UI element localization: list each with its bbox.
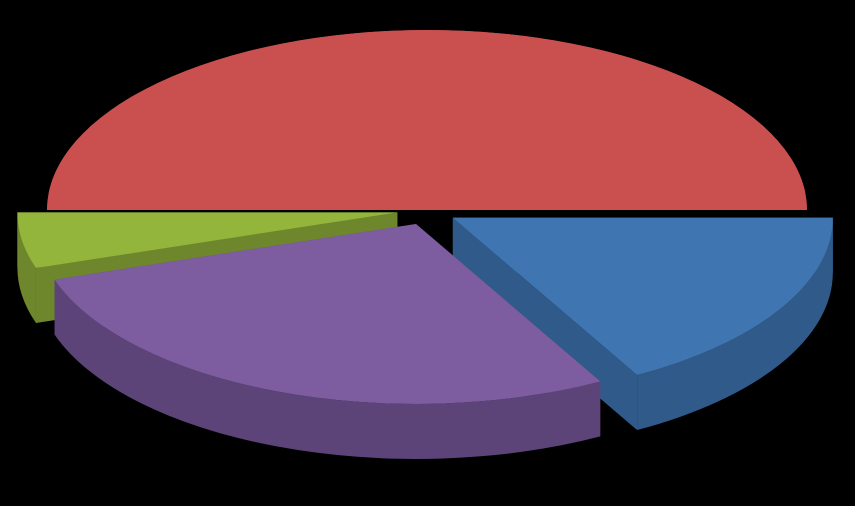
slice-red-top	[47, 30, 807, 210]
pie-chart-3d	[0, 0, 855, 506]
